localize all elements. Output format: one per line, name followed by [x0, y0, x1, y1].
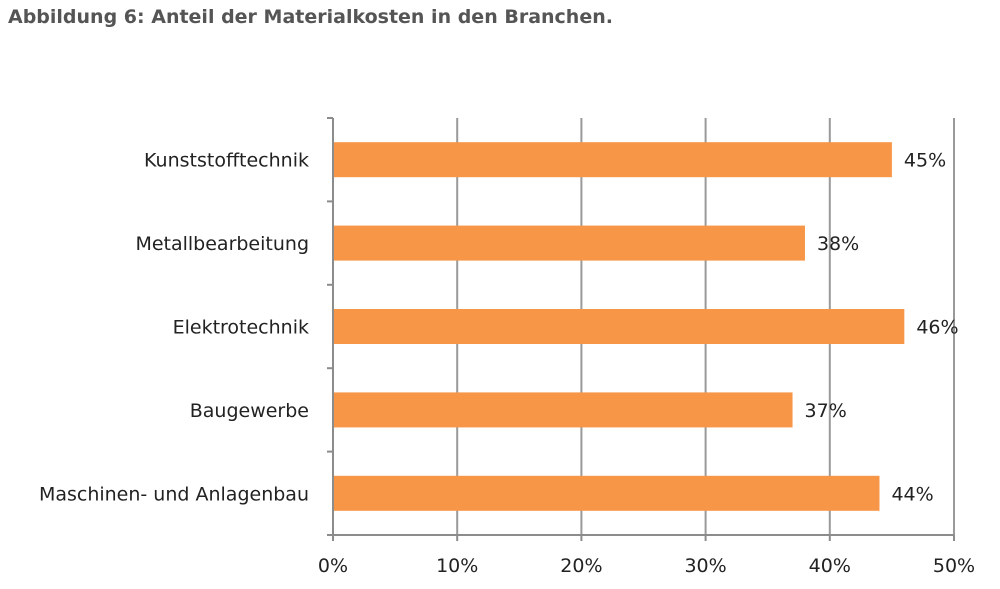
- figure-title: Abbildung 6: Anteil der Materialkosten i…: [8, 6, 613, 28]
- x-tick-label: 20%: [560, 555, 602, 577]
- x-tick-label: 40%: [809, 555, 851, 577]
- category-label: Baugewerbe: [190, 400, 309, 422]
- x-tick-label: 30%: [684, 555, 726, 577]
- bars: [334, 142, 905, 511]
- bar: [334, 142, 892, 178]
- x-tick-label: 50%: [933, 555, 975, 577]
- axes: [327, 117, 955, 541]
- category-label: Metallbearbeitung: [135, 233, 309, 255]
- x-tick-label: 0%: [318, 555, 348, 577]
- data-label: 37%: [805, 400, 847, 422]
- labels: 0% 10% 20% 30% 40% 50% Kunststofftechnik 45% Met…: [39, 150, 975, 577]
- category-label: Maschinen- und Anlagenbau: [39, 483, 309, 505]
- data-label: 44%: [891, 483, 933, 505]
- bar: [334, 309, 905, 344]
- data-label: 38%: [817, 233, 859, 255]
- data-label: 45%: [904, 150, 946, 172]
- bar: [334, 475, 880, 511]
- x-tick-label: 10%: [436, 555, 478, 577]
- bar: [334, 392, 793, 428]
- category-label: Kunststofftechnik: [144, 150, 309, 172]
- data-label: 46%: [916, 317, 958, 339]
- bar: [334, 225, 805, 261]
- category-label: Elektrotechnik: [173, 317, 309, 339]
